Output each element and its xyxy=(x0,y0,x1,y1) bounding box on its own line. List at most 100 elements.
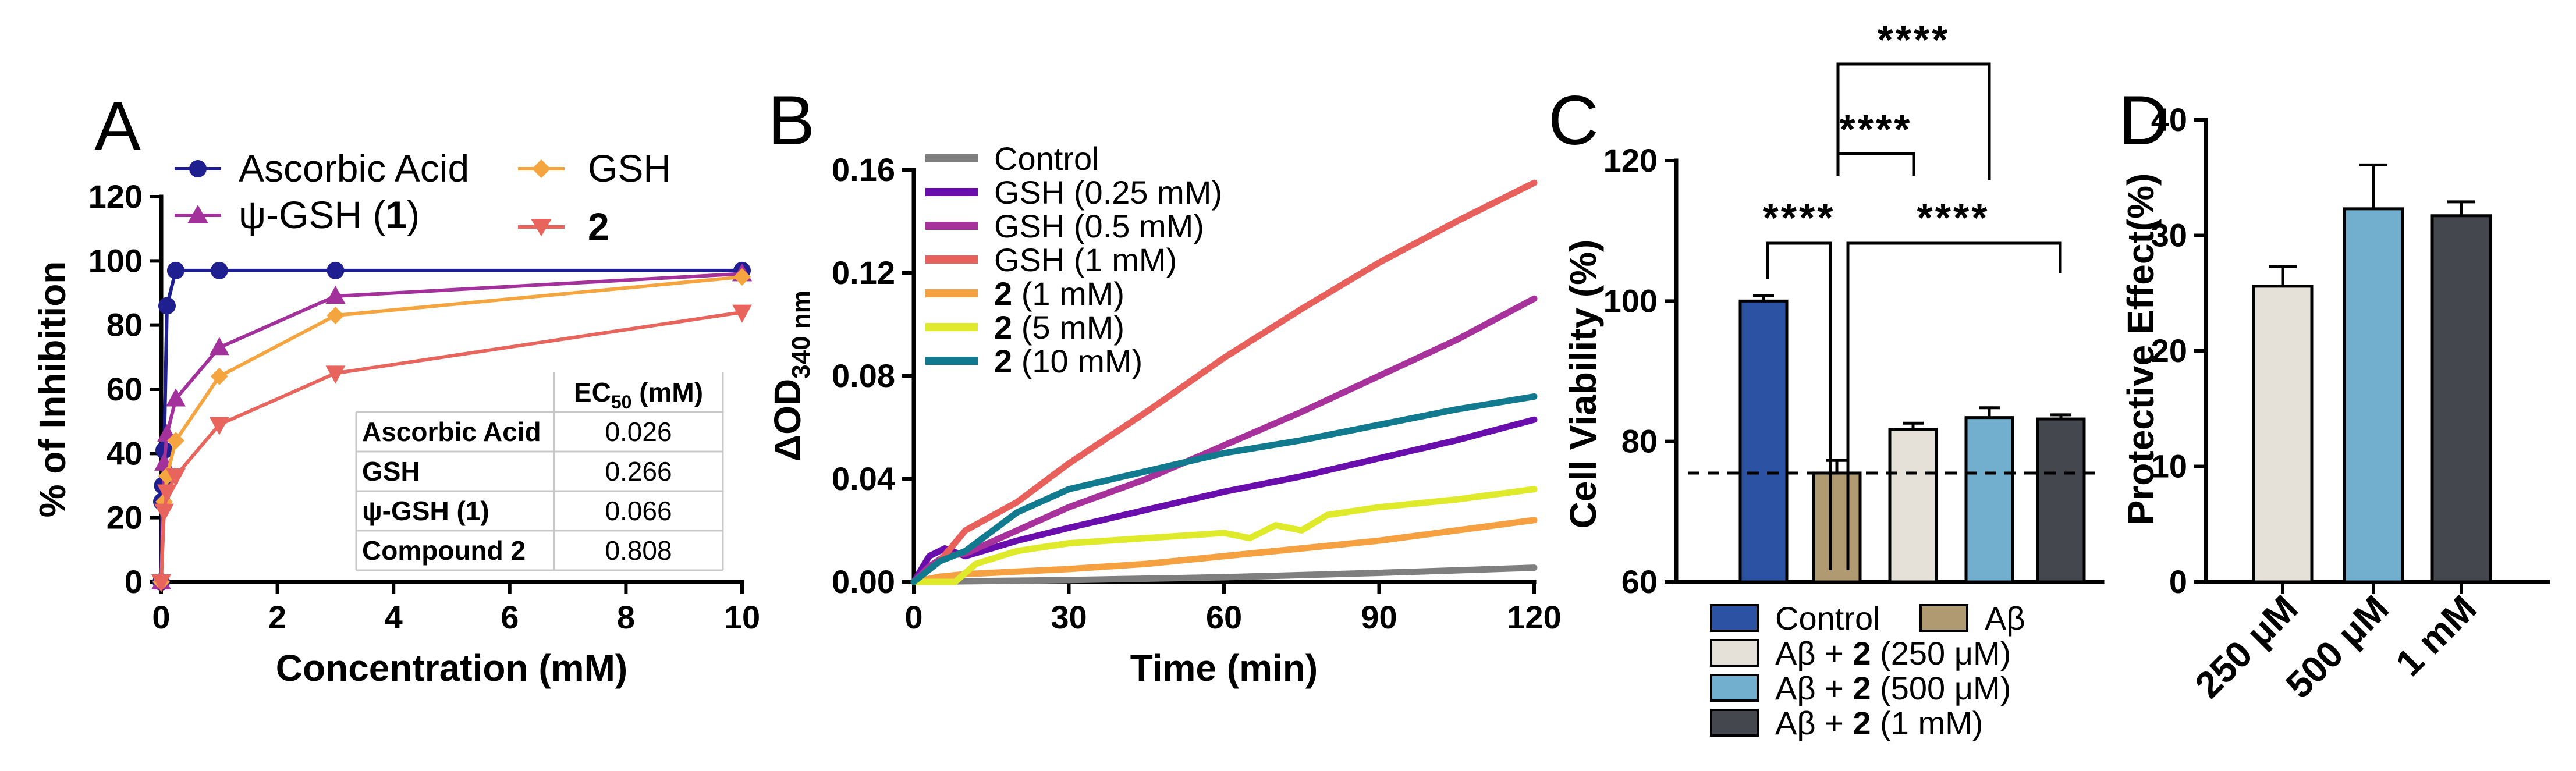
b-x-tick-label: 60 xyxy=(1206,599,1242,635)
b-legend-label: 2 (10 mM) xyxy=(994,343,1142,379)
b-series-line xyxy=(910,179,1538,585)
a-data-point xyxy=(325,365,346,384)
panel-b-x-label: Time (min) xyxy=(1130,647,1318,689)
b-legend-label: 2 (5 mM) xyxy=(994,309,1124,346)
legend-ascorbic-acid: Ascorbic Acid xyxy=(239,147,469,190)
d-y-tick-label: 0 xyxy=(2169,563,2187,600)
d-x-tick-label: 500 μM xyxy=(2278,587,2397,706)
bracket-abeta-vs-1mm xyxy=(1846,241,2062,570)
c-legend-label: Aβ + 2 (500 μM) xyxy=(1775,670,2011,706)
a-data-point xyxy=(157,484,177,503)
panel-a-chart: 0 20 40 60 80 100 120 0 2 4 6 8 10 Concentration (mM… xyxy=(31,147,760,689)
a-data-point xyxy=(327,307,345,325)
bracket-abeta-vs-500 xyxy=(1836,62,1991,180)
c-bar xyxy=(1888,428,1938,584)
panel-letter-b: B xyxy=(768,81,815,159)
b-y-tick-label: 0.16 xyxy=(832,151,895,188)
c-legend-swatch xyxy=(1710,674,1759,702)
d-y-tick-label: 40 xyxy=(2151,101,2187,138)
legend-marker-ascorbic xyxy=(189,160,207,177)
ec50-row-value-compound-2: 0.808 xyxy=(605,535,672,566)
c-bar xyxy=(1738,299,1789,584)
a-x-tick-label: 4 xyxy=(385,599,403,635)
significance-label-4: **** xyxy=(1878,17,1950,62)
a-data-point xyxy=(732,304,752,323)
legend-psi-gsh: ψ-GSH (1) xyxy=(239,193,420,236)
a-y-tick-label: 60 xyxy=(107,371,143,407)
panel-a-legend: Ascorbic Acid ψ-GSH (1) GSH 2 xyxy=(175,147,671,248)
b-series-line xyxy=(910,517,1538,585)
a-data-point xyxy=(209,417,229,435)
panel-letter-a: A xyxy=(94,87,141,165)
a-data-point xyxy=(166,261,184,279)
significance-label-2: **** xyxy=(1917,195,1990,240)
a-data-point xyxy=(151,574,171,592)
legend-gsh: GSH xyxy=(588,147,671,190)
ec50-row-name-ascorbic: Ascorbic Acid xyxy=(362,417,541,447)
c-legend-swatch xyxy=(1710,604,1759,632)
a-y-tick-label: 20 xyxy=(107,499,143,536)
ec50-row-name-compound-2: Compound 2 xyxy=(362,535,526,566)
a-data-point xyxy=(733,268,751,286)
ec50-header: EC50 (mM) xyxy=(574,377,703,413)
bracket-abeta-vs-250 xyxy=(1836,152,1915,176)
c-legend-label: Control xyxy=(1775,600,1880,637)
b-series-line xyxy=(910,486,1538,585)
ec50-row-name-psi-gsh: ψ-GSH (1) xyxy=(362,496,489,526)
c-bar xyxy=(1812,471,1862,584)
b-x-tick-label: 120 xyxy=(1507,599,1561,635)
a-y-tick-label: 100 xyxy=(88,242,143,279)
ec50-table: EC50 (mM) Ascorbic Acid 0.026 GSH 0.266 … xyxy=(355,372,724,571)
a-data-point xyxy=(165,468,186,486)
a-x-tick-label: 2 xyxy=(268,599,286,635)
ec50-row-value-psi-gsh: 0.066 xyxy=(605,496,672,526)
c-legend-swatch xyxy=(1710,639,1759,667)
panel-b-y-label: ΔOD340 nm xyxy=(767,290,815,461)
b-y-tick-label: 0.04 xyxy=(832,460,895,497)
d-y-tick-label: 10 xyxy=(2151,448,2187,485)
d-y-tick-label: 20 xyxy=(2151,332,2187,369)
b-series-line xyxy=(910,416,1538,585)
panel-b-chart: 0.00 0.04 0.08 0.12 0.16 0 30 60 90 120 Time (min… xyxy=(767,140,1562,689)
b-x-tick-label: 90 xyxy=(1361,599,1397,635)
legend-marker-gsh xyxy=(532,159,551,178)
b-legend-label: 2 (1 mM) xyxy=(994,275,1124,312)
b-legend-label: GSH (0.5 mM) xyxy=(994,208,1204,244)
ec50-row-name-gsh: GSH xyxy=(362,456,420,486)
c-legend-label: Aβ + 2 (1 mM) xyxy=(1775,705,1983,741)
legend-marker-psi-gsh xyxy=(187,205,208,223)
panel-c-y-label: Cell Viability (%) xyxy=(1562,240,1604,529)
a-data-point xyxy=(165,388,186,407)
d-bar xyxy=(2252,285,2314,584)
a-y-tick-label: 0 xyxy=(125,563,143,600)
d-y-tick-label: 30 xyxy=(2151,217,2187,254)
b-legend-label: GSH (0.25 mM) xyxy=(994,174,1222,211)
a-y-tick-label: 80 xyxy=(107,307,143,343)
c-bar xyxy=(1964,416,2014,584)
c-legend-label: Aβ xyxy=(1985,600,2025,637)
d-x-tick-label: 250 μM xyxy=(2187,587,2306,706)
b-y-tick-label: 0.08 xyxy=(832,357,895,394)
a-y-tick-label: 40 xyxy=(107,435,143,471)
a-x-tick-label: 8 xyxy=(617,599,635,635)
a-data-point xyxy=(210,367,228,385)
a-data-point xyxy=(166,432,184,450)
bracket-control-vs-abeta xyxy=(1766,241,1832,570)
c-legend-swatch xyxy=(1710,709,1759,737)
a-data-point xyxy=(209,337,229,356)
a-x-tick-label: 6 xyxy=(501,599,519,635)
a-y-tick-label: 120 xyxy=(88,178,143,215)
d-x-tick-label: 1 mM xyxy=(2387,587,2485,684)
b-series-line xyxy=(910,564,1538,585)
c-y-tick-label: 120 xyxy=(1603,142,1658,179)
ec50-row-value-gsh: 0.266 xyxy=(605,456,672,486)
panel-letter-d: D xyxy=(2119,81,2169,159)
c-legend-label: Aβ + 2 (250 μM) xyxy=(1775,635,2011,671)
b-legend-label: Control xyxy=(994,140,1099,177)
significance-label-3: **** xyxy=(1840,106,1913,152)
significance-label-1: **** xyxy=(1763,195,1836,240)
